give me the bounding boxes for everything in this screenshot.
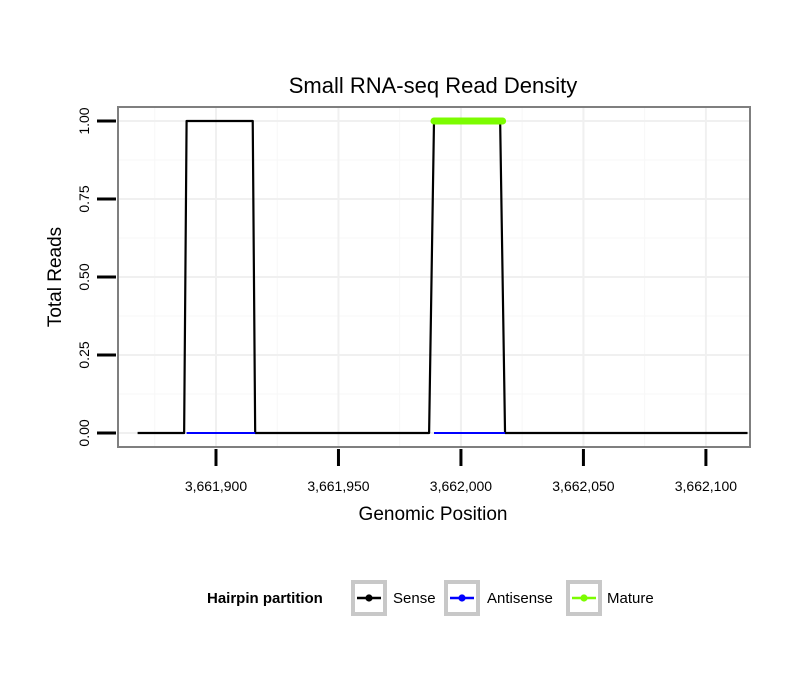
legend-key-point [458,594,466,602]
chart-title: Small RNA-seq Read Density [289,73,578,98]
y-axis: 0.00 0.25 0.50 0.75 1.00 [76,107,116,447]
x-axis: 3,661,900 3,661,950 3,662,000 3,662,050 3,66… [185,449,737,494]
legend-label: Mature [607,590,654,607]
legend: Hairpin partition Sense Antisense Mature [207,580,654,616]
y-axis-title: Total Reads [45,227,66,327]
x-tick-label: 3,662,050 [552,478,614,494]
legend-label: Antisense [487,590,553,607]
x-tick-label: 3,661,950 [307,478,369,494]
legend-item-sense: Sense [351,580,436,616]
series-sense-line [137,119,748,435]
legend-item-antisense: Antisense [444,580,553,616]
y-tick-label: 0.00 [76,419,92,446]
x-axis-title: Genomic Position [359,504,508,525]
plot-panel [117,106,751,448]
y-tick-label: 1.00 [76,107,92,134]
legend-items: Sense Antisense Mature [351,580,654,616]
legend-title: Hairpin partition [207,590,323,607]
series-layer [137,117,748,435]
x-tick-label: 3,662,000 [430,478,492,494]
legend-item-mature: Mature [566,580,654,616]
y-tick-label: 0.25 [76,341,92,368]
x-tick-label: 3,662,100 [675,478,737,494]
y-tick-label: 0.75 [76,185,92,212]
y-tick-label: 0.50 [76,263,92,290]
legend-key-point [580,594,588,602]
legend-label: Sense [393,590,436,607]
legend-key-point [365,594,373,602]
x-tick-label: 3,661,900 [185,478,247,494]
